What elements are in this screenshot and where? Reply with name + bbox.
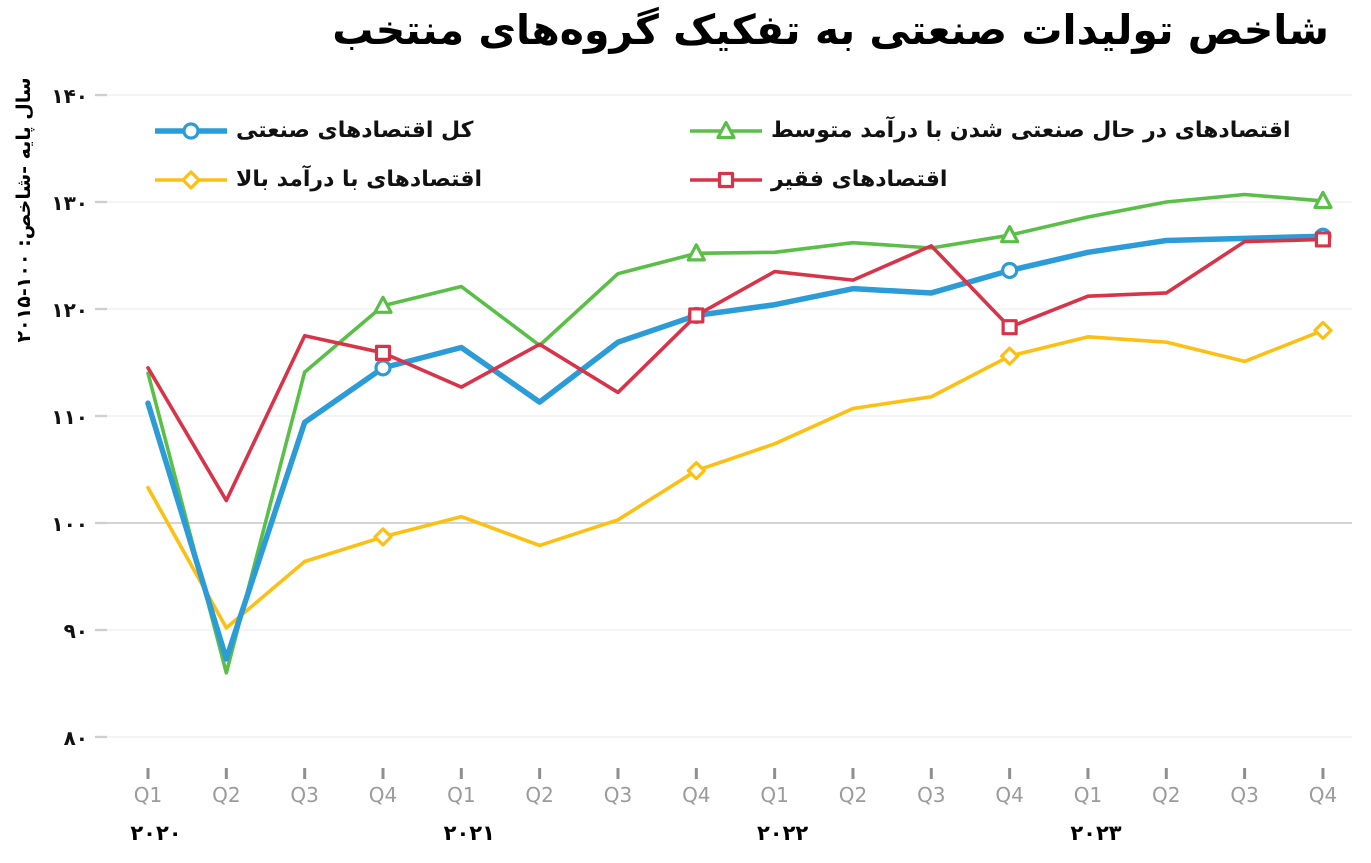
- legend-square-marker-icon: [690, 171, 762, 189]
- svg-text:Q1: Q1: [1074, 783, 1102, 807]
- svg-text:۱۴۰: ۱۴۰: [51, 84, 88, 108]
- svg-text:۱۰۰: ۱۰۰: [51, 512, 88, 536]
- svg-text:۲۰۲۰: ۲۰۲۰: [130, 821, 181, 845]
- legend-label: اقتصادهای در حال صنعتی شدن با درآمد متوس…: [771, 118, 1291, 143]
- svg-text:۱۲۰: ۱۲۰: [51, 298, 88, 322]
- svg-text:Q3: Q3: [1230, 783, 1258, 807]
- legend-label: اقتصادهای فقیر: [771, 167, 948, 192]
- svg-text:Q1: Q1: [134, 783, 162, 807]
- legend-item-middle-income: اقتصادهای در حال صنعتی شدن با درآمد متوس…: [690, 118, 1291, 144]
- svg-text:۲۰۲۱: ۲۰۲۱: [444, 821, 495, 845]
- legend-label: کل اقتصادهای صنعتی: [236, 118, 474, 143]
- svg-text:Q3: Q3: [290, 783, 318, 807]
- legend-triangle-marker-icon: [690, 120, 762, 140]
- svg-text:Q4: Q4: [682, 783, 710, 807]
- svg-text:Q2: Q2: [525, 783, 553, 807]
- legend-item-total-industrial: کل اقتصادهای صنعتی: [155, 118, 473, 144]
- svg-text:Q1: Q1: [760, 783, 788, 807]
- svg-text:Q4: Q4: [995, 783, 1023, 807]
- svg-text:۱۱۰: ۱۱۰: [51, 405, 88, 429]
- svg-text:Q1: Q1: [447, 783, 475, 807]
- svg-text:Q2: Q2: [839, 783, 867, 807]
- svg-text:Q2: Q2: [1152, 783, 1180, 807]
- svg-text:Q4: Q4: [1309, 783, 1337, 807]
- svg-text:Q2: Q2: [212, 783, 240, 807]
- svg-text:۸۰: ۸۰: [64, 726, 88, 750]
- legend-item-poor-economies: اقتصادهای فقیر: [690, 167, 947, 193]
- svg-text:Q4: Q4: [369, 783, 397, 807]
- chart-title: شاخص تولیدات صنعتی به تفکیک گروه‌های منت…: [332, 6, 1330, 54]
- legend-diamond-marker-icon: [155, 170, 227, 190]
- svg-text:۲۰۲۳: ۲۰۲۳: [1070, 821, 1121, 845]
- svg-text:۹۰: ۹۰: [64, 619, 88, 643]
- svg-text:Q3: Q3: [604, 783, 632, 807]
- legend-label: اقتصادهای با درآمد بالا: [236, 167, 483, 192]
- svg-text:Q3: Q3: [917, 783, 945, 807]
- legend-item-high-income: اقتصادهای با درآمد بالا: [155, 167, 482, 193]
- svg-text:۱۳۰: ۱۳۰: [51, 191, 88, 215]
- legend-circle-marker-icon: [155, 122, 227, 140]
- svg-text:۲۰۲۲: ۲۰۲۲: [757, 821, 808, 845]
